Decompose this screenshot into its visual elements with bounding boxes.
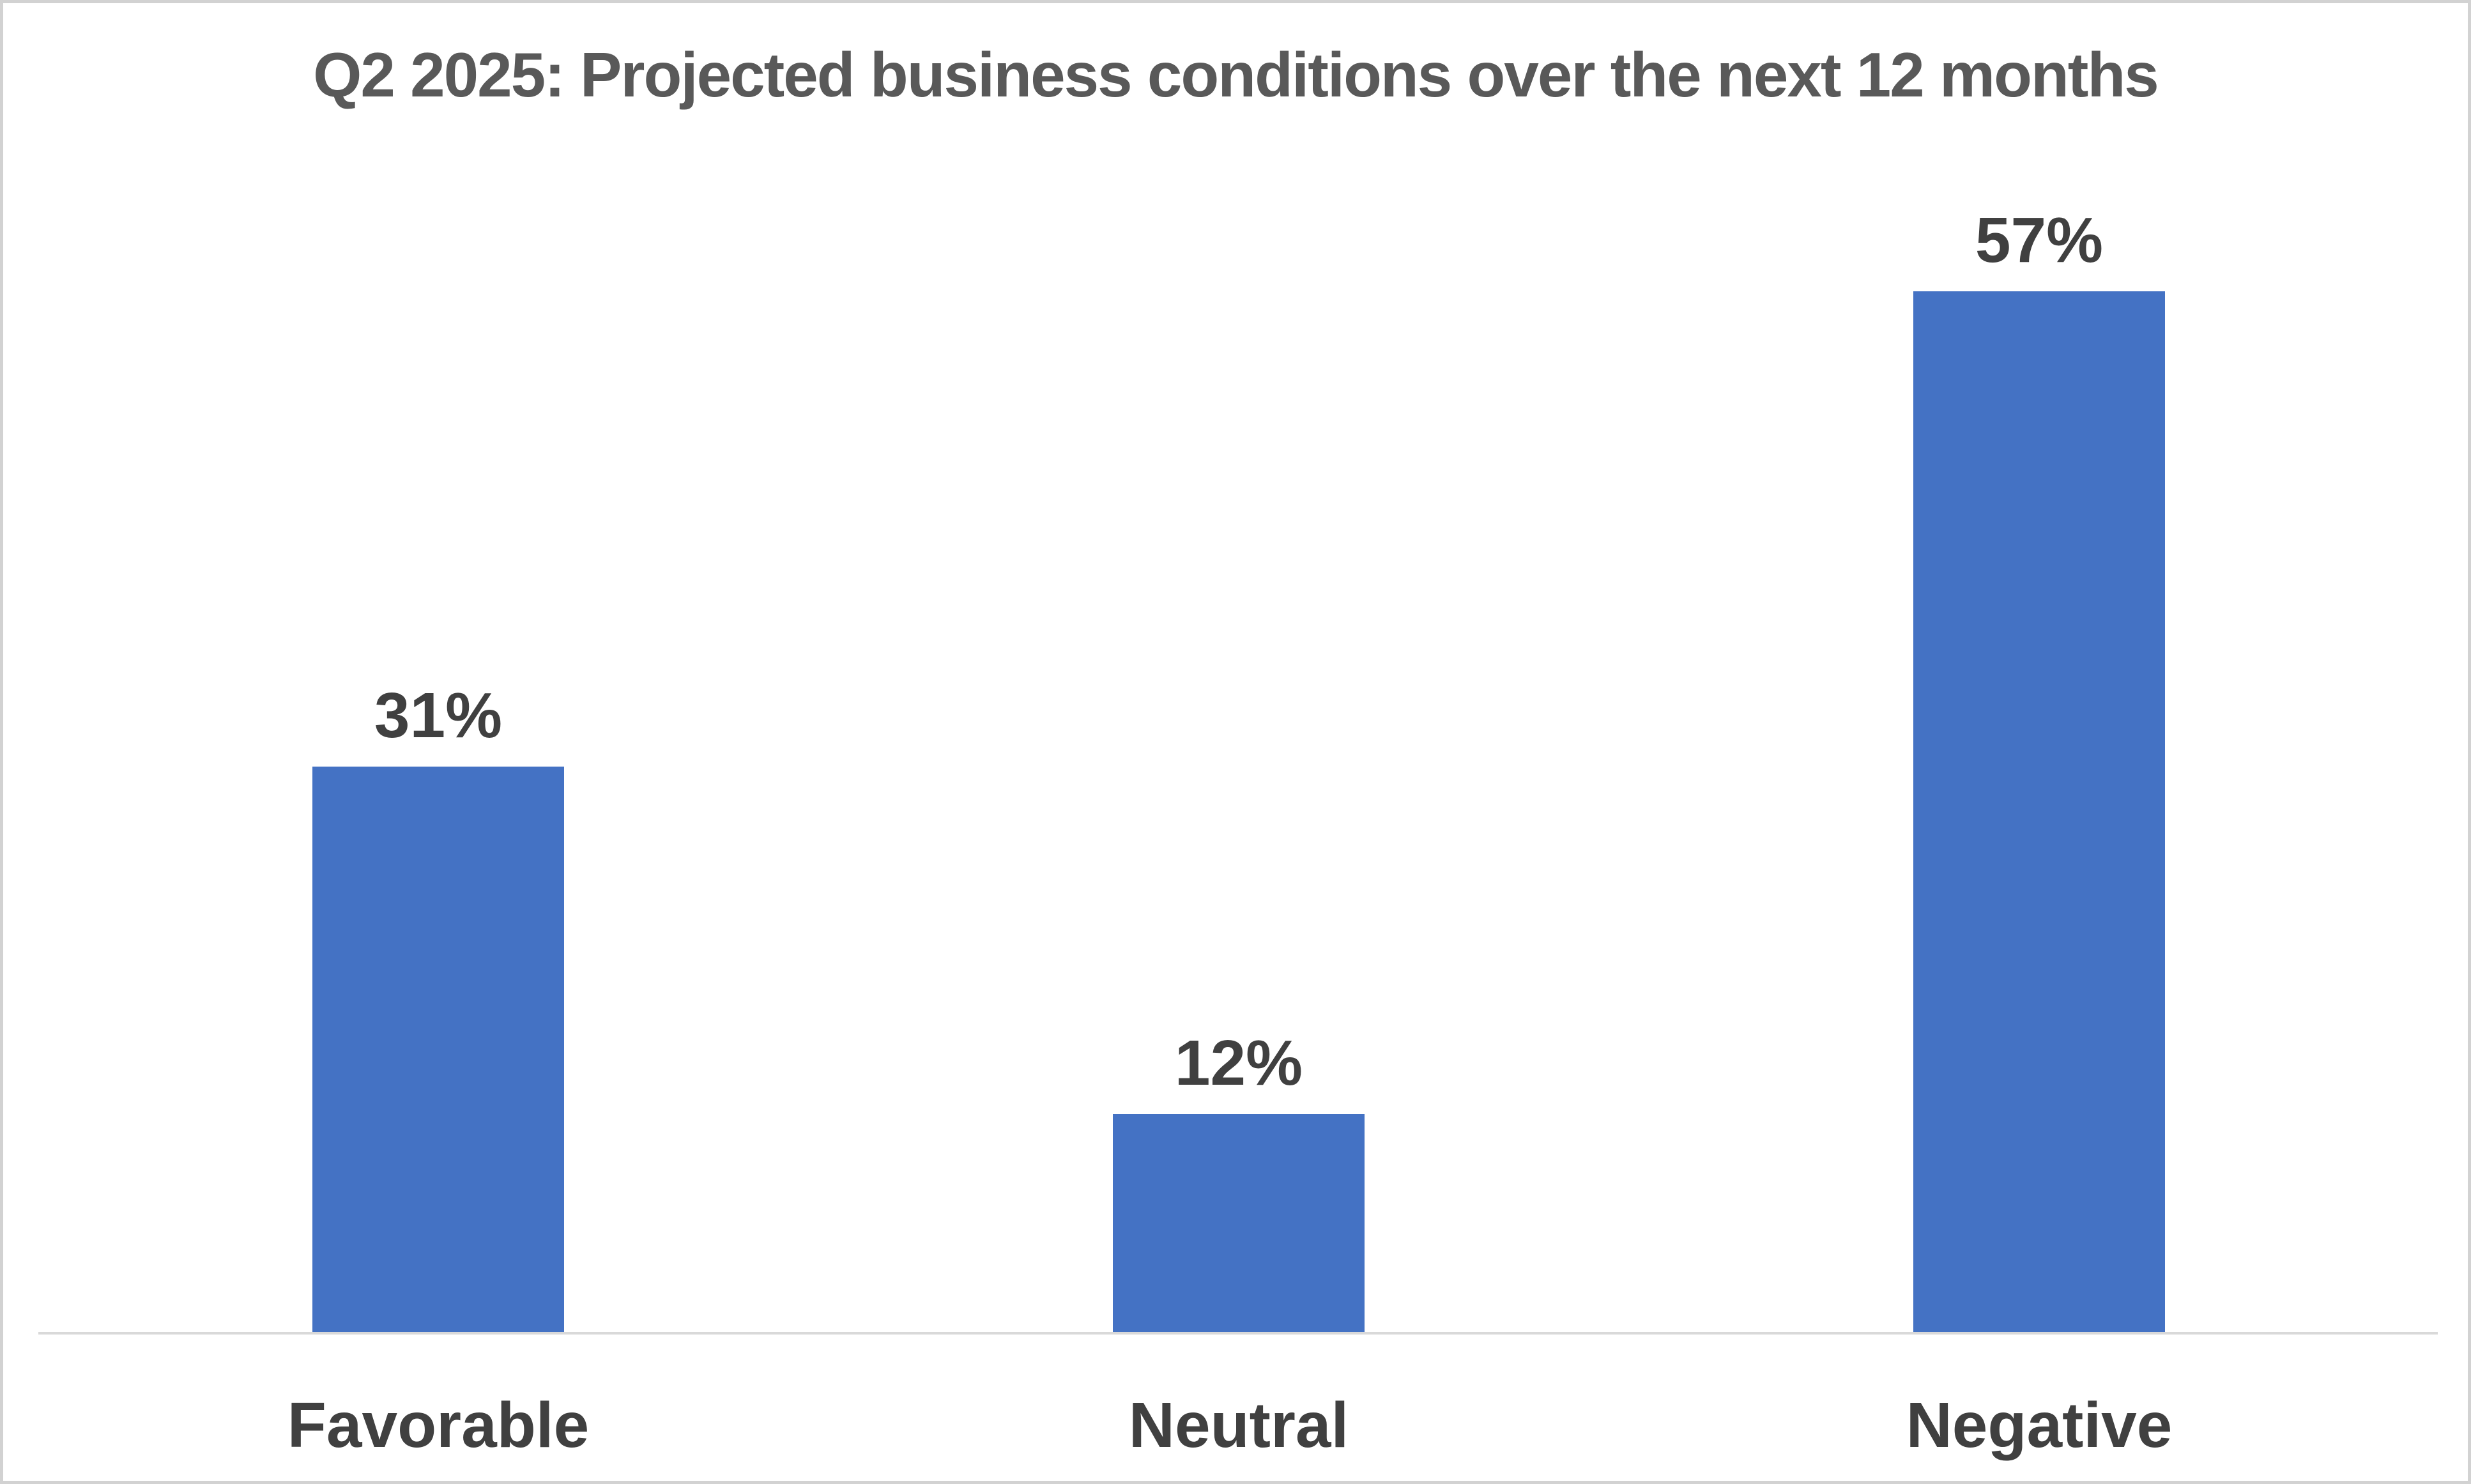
bar-value-label: 57% <box>1975 204 2104 276</box>
category-label-favorable: Favorable <box>287 1389 590 1461</box>
bar-value-label: 31% <box>374 680 503 751</box>
bar-favorable <box>312 767 564 1333</box>
category-label-negative: Negative <box>1906 1389 2173 1461</box>
bar-value-label: 12% <box>1174 1027 1303 1099</box>
bar-negative <box>1913 291 2165 1333</box>
chart-title: Q2 2025: Projected business conditions o… <box>313 40 2159 110</box>
x-axis-line <box>38 1332 2438 1335</box>
category-label-neutral: Neutral <box>1128 1389 1349 1461</box>
bar-neutral <box>1113 1114 1365 1333</box>
